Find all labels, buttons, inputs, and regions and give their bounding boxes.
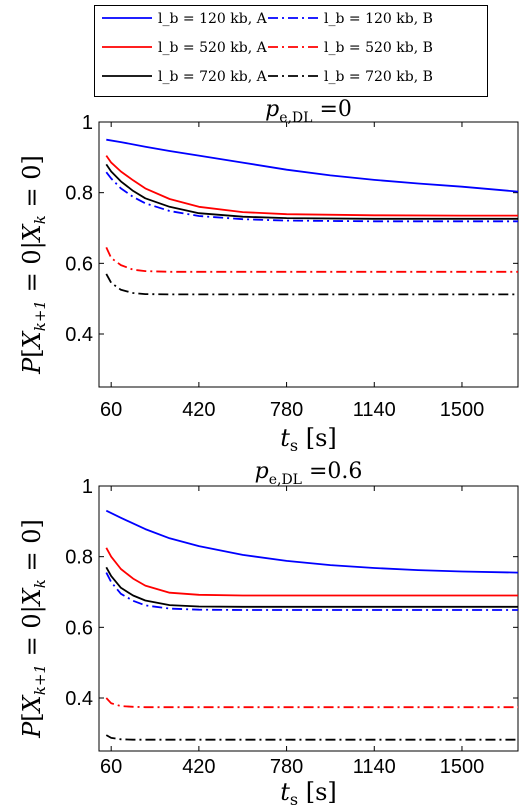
legend-box (94, 5, 488, 97)
x-tick-label: 420 (182, 756, 215, 778)
y-tick-label: 0.6 (65, 617, 93, 639)
legend-label: l_b = 120 kb, A (158, 11, 268, 27)
y-tick-label: 0.6 (65, 253, 93, 275)
series-line (105, 247, 518, 273)
y-tick-label: 0.4 (65, 324, 93, 346)
x-tick-label: 780 (270, 399, 303, 421)
x-tick-label: 60 (100, 756, 122, 778)
x-tick-label: 780 (270, 756, 303, 778)
legend-label: l_b = 720 kb, A (158, 69, 268, 85)
legend-label: l_b = 720 kb, B (324, 69, 433, 85)
series-line (105, 734, 518, 741)
x-axis-label: ts [s] (280, 778, 337, 807)
series-line (105, 547, 518, 597)
x-tick-label: 1500 (440, 399, 485, 421)
x-axis-label: ts [s] (280, 424, 337, 455)
series-line (105, 273, 518, 296)
legend-label: l_b = 520 kb, B (324, 40, 433, 56)
chart-bottom: pe,DL =0.6 60 420 780 1140 1500 0.4 0.6 0.8 1 ts [… (18, 459, 519, 807)
series-line (105, 572, 518, 611)
y-tick-label: 1 (82, 112, 93, 134)
series-line (105, 697, 518, 709)
plot-frame (98, 121, 519, 388)
y-tick-label: 1 (82, 476, 93, 498)
legend-label: l_b = 120 kb, B (324, 11, 433, 27)
x-tick-label: 1500 (440, 756, 485, 778)
series-line (105, 566, 518, 608)
chart-top: pe,DL =0 60 420 780 1140 1500 0.4 0.6 0.8 1 ts [s]… (18, 97, 519, 455)
y-axis-label: P[Xk+1 = 0|Xk = 0] (18, 155, 49, 375)
plot-frame (98, 485, 519, 752)
x-tick-label: 1140 (353, 756, 396, 778)
chart-title: pe,DL =0.6 (255, 459, 363, 488)
y-tick-label: 0.8 (65, 183, 93, 205)
y-tick-label: 0.4 (65, 688, 93, 710)
series-line (105, 171, 518, 223)
x-tick-label: 60 (100, 399, 122, 421)
y-tick-label: 0.8 (65, 547, 93, 569)
series-line (105, 509, 518, 574)
series-line (106, 138, 518, 193)
y-axis-label: P[Xk+1 = 0|Xk = 0] (18, 519, 49, 739)
x-tick-label: 1140 (353, 399, 396, 421)
chart-title: pe,DL =0 (265, 97, 352, 126)
legend: l_b = 120 kb, A l_b = 120 kb, B l_b = 520 … (94, 5, 488, 97)
series-line (105, 155, 518, 217)
x-tick-label: 420 (182, 399, 215, 421)
series-line (105, 163, 518, 220)
legend-label: l_b = 520 kb, A (158, 40, 268, 56)
